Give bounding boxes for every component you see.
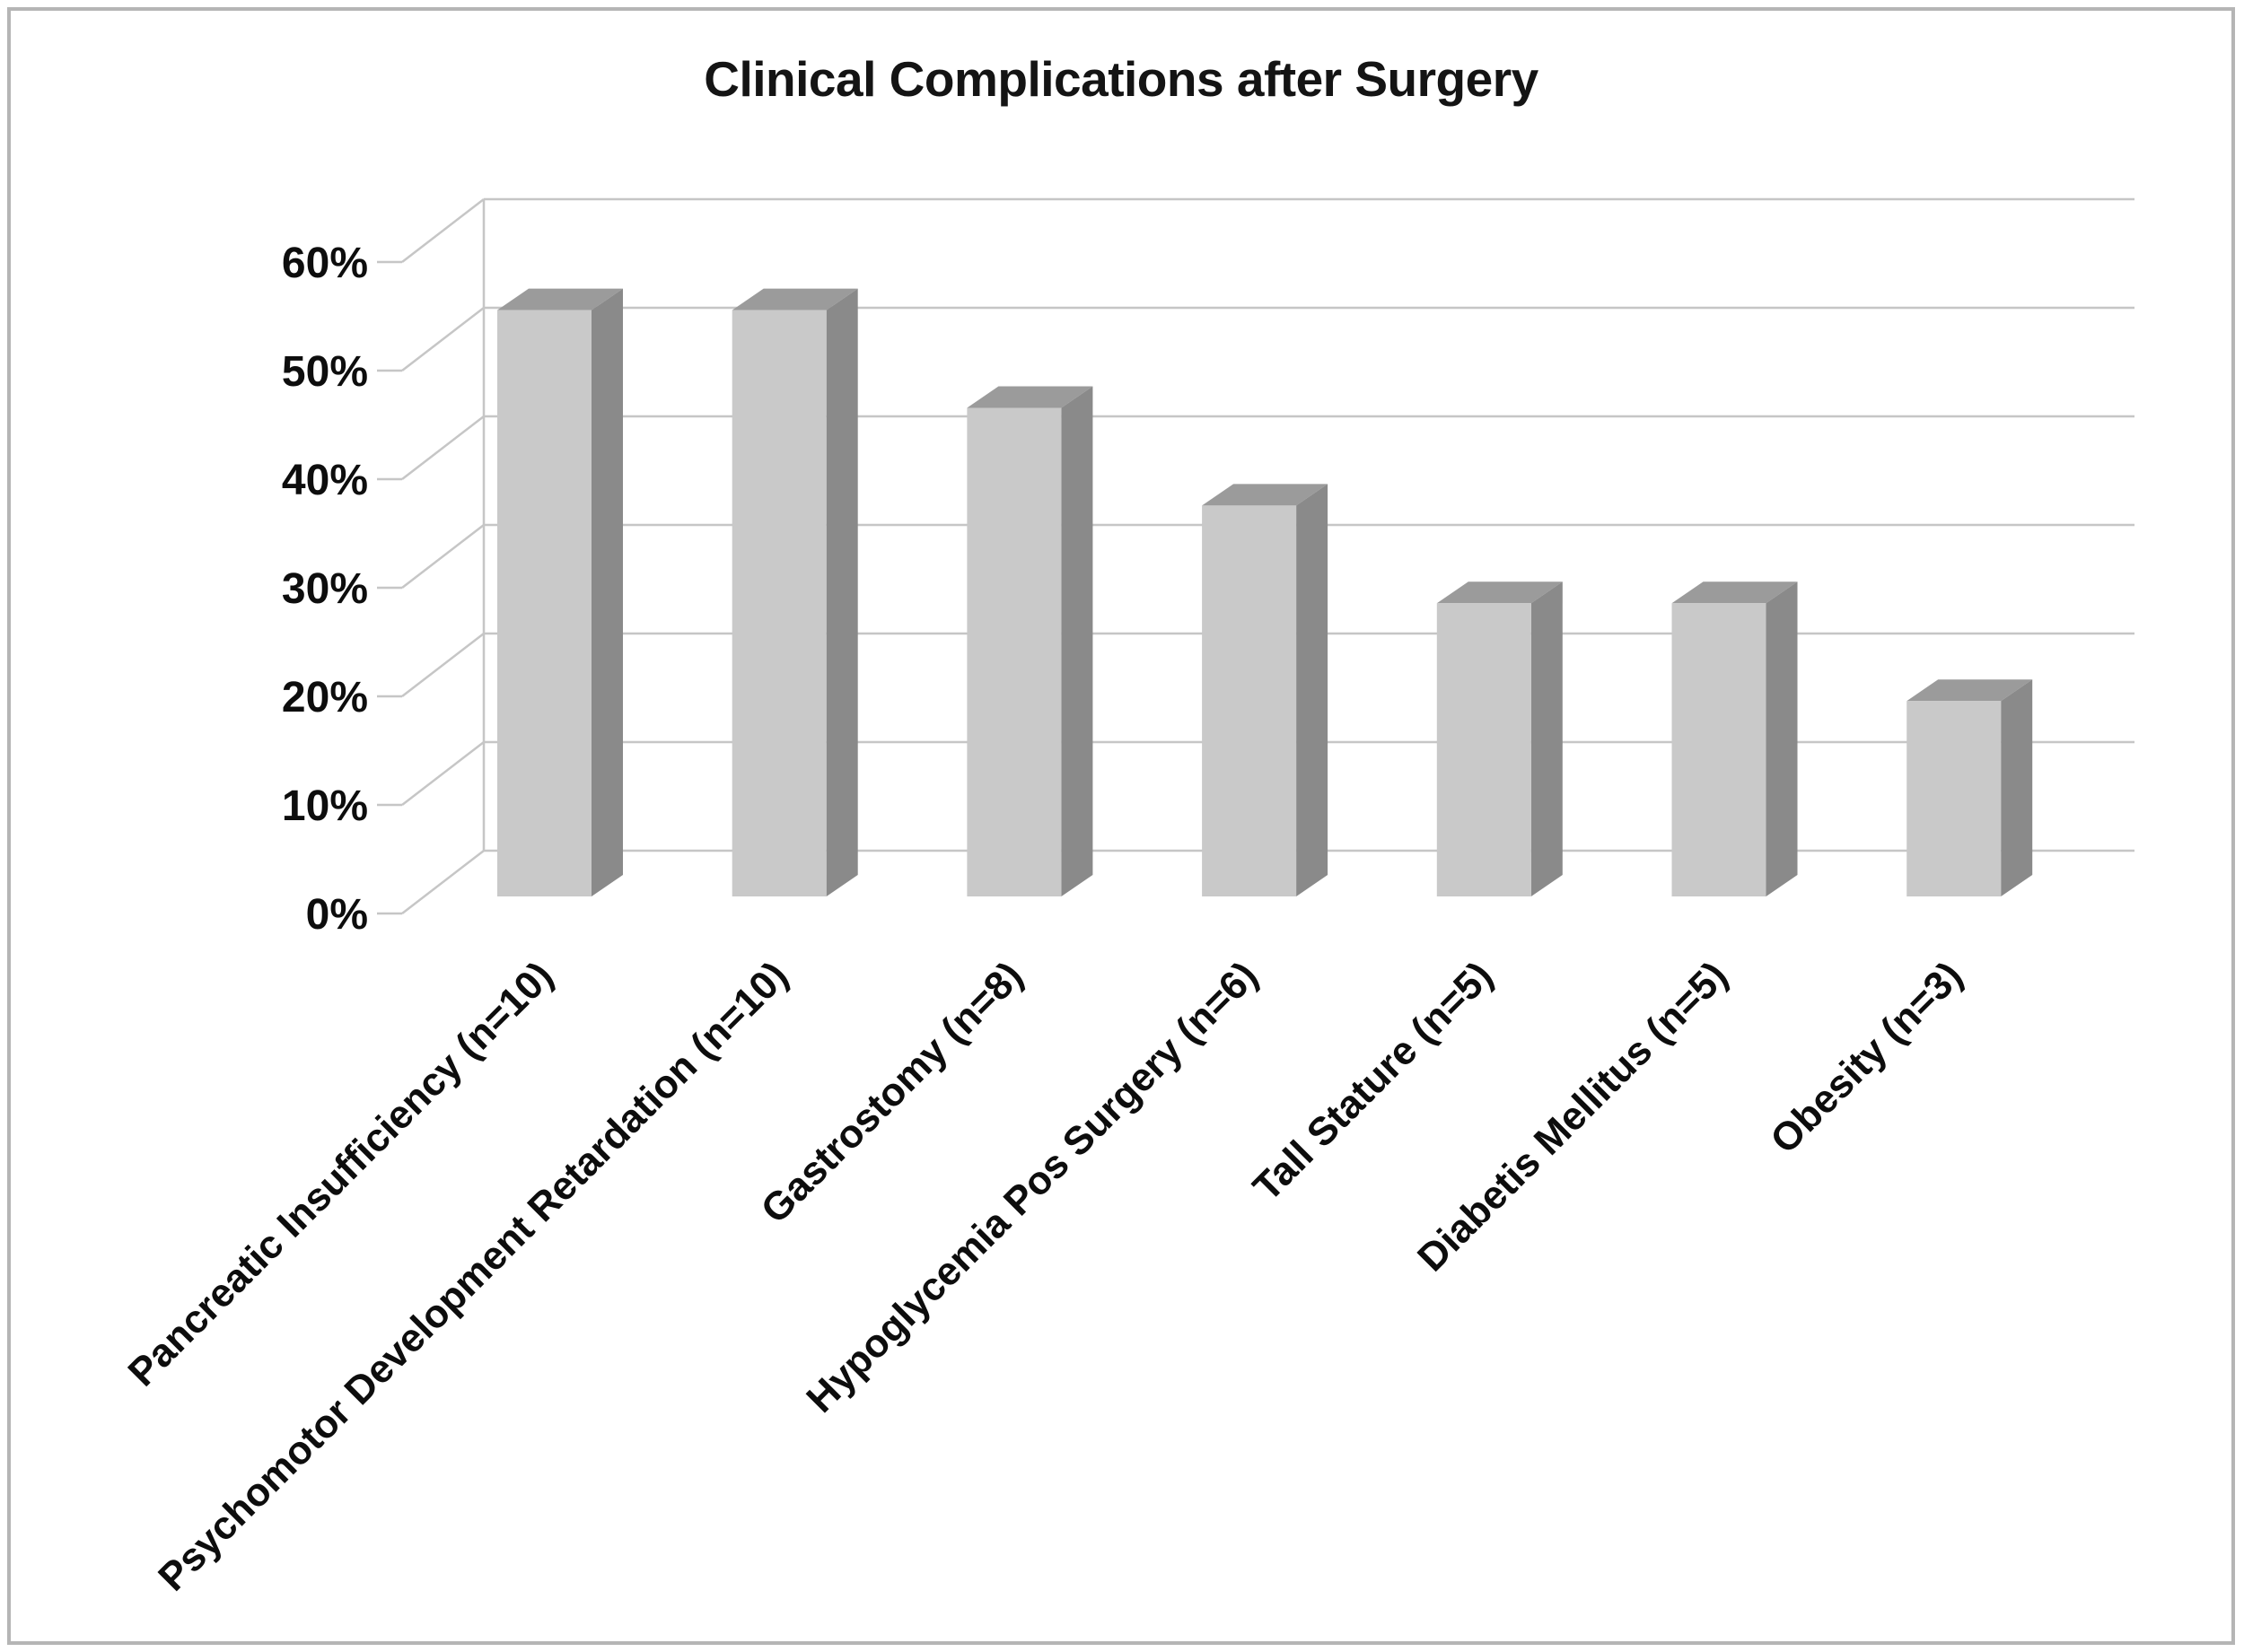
bar-top-face bbox=[732, 288, 858, 310]
category-label: Gastrostomy (n=8) bbox=[753, 953, 1031, 1231]
bar-top-face bbox=[1907, 679, 2033, 702]
bar-top-face bbox=[1436, 581, 1563, 604]
bar-front-face bbox=[1202, 505, 1297, 896]
y-tick-diagonal bbox=[401, 198, 485, 263]
bar-front-face bbox=[732, 310, 827, 897]
bar-chart-3d: 0% 10% 20% 30% 40% 50% 60% Pancreatic Insuffici… bbox=[120, 197, 2134, 1600]
category-label: Obesity (n=3) bbox=[1762, 953, 1971, 1162]
y-axis-label: 30% bbox=[282, 565, 368, 613]
bar-top-face bbox=[967, 386, 1093, 408]
bar-side-face bbox=[2001, 679, 2033, 896]
y-axis-label: 20% bbox=[282, 674, 368, 721]
bar-side-face bbox=[1530, 581, 1563, 896]
bar-front-face bbox=[1436, 603, 1531, 896]
y-axis-label: 40% bbox=[282, 457, 368, 504]
category-label: Hypoglycemia Pos Surgery (n=6) bbox=[798, 953, 1266, 1420]
bar-top-face bbox=[1202, 484, 1328, 506]
bar-side-face bbox=[1061, 386, 1093, 896]
category-label: Pancreatic Insufficiency (n=10) bbox=[120, 953, 562, 1394]
figure-frame: Clinical Complications after Surgery 0% 1… bbox=[7, 7, 2235, 1645]
bar-top-face bbox=[1671, 581, 1798, 604]
bar-front-face bbox=[497, 310, 592, 897]
bar-side-face bbox=[592, 288, 623, 897]
y-axis-label: 10% bbox=[282, 782, 368, 830]
chart-title: Clinical Complications after Surgery bbox=[704, 51, 1538, 107]
bar-side-face bbox=[826, 288, 858, 897]
bar-side-face bbox=[1296, 484, 1328, 896]
bar-top-face bbox=[497, 288, 623, 310]
y-tick-diagonal bbox=[401, 741, 485, 806]
category-label: Tall Stature (n=5) bbox=[1245, 953, 1502, 1210]
y-tick-diagonal bbox=[401, 307, 485, 371]
y-axis-label: 50% bbox=[282, 348, 368, 396]
y-axis-label: 60% bbox=[282, 240, 368, 287]
bar-side-face bbox=[1766, 581, 1798, 896]
y-tick-diagonal bbox=[401, 415, 485, 480]
bar-front-face bbox=[1907, 701, 2002, 896]
y-tick-diagonal bbox=[401, 850, 485, 914]
bar-front-face bbox=[967, 407, 1062, 896]
y-axis-label: 0% bbox=[306, 891, 368, 939]
y-tick-diagonal bbox=[401, 524, 485, 589]
bar-front-face bbox=[1671, 603, 1766, 896]
y-tick-diagonal bbox=[401, 633, 485, 697]
